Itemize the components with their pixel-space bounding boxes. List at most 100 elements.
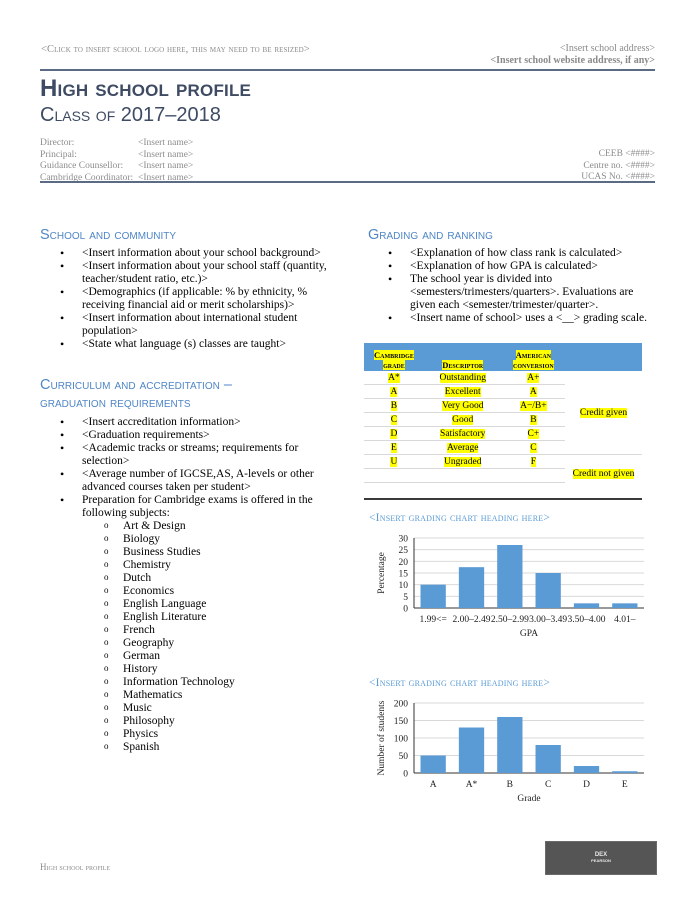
list-item: <Average number of IGCSE,AS, A-levels or…: [40, 468, 340, 494]
subjects-list: Art & Design Biology Business Studies Ch…: [82, 519, 340, 754]
subject-item: Chemistry: [82, 558, 340, 572]
subject-item: History: [82, 662, 340, 676]
cell-american: A+: [501, 371, 566, 385]
table-header-row: Cambridge grade Descriptor American conver…: [364, 343, 642, 371]
x-tick-label: A: [430, 780, 437, 790]
subject-item: French: [82, 623, 340, 637]
y-tick-label: 15: [399, 570, 409, 580]
school-community-section: School and community <Insert information…: [40, 226, 340, 351]
subject-item: Geography: [82, 636, 340, 650]
staff-row-principal: Principal: <Insert name>: [40, 150, 193, 162]
footer-text: High school profile: [40, 862, 111, 872]
staff-name: <Insert name>: [138, 161, 194, 171]
bar: [458, 567, 485, 608]
y-tick-label: 30: [399, 535, 409, 545]
cell-descriptor: Satisfactory: [423, 426, 502, 441]
cell-american: C: [501, 440, 566, 455]
staff-row-director: Director: <Insert name>: [40, 138, 193, 150]
y-tick-label: 25: [399, 546, 409, 556]
staff-name: <Insert name>: [138, 172, 194, 183]
cell-descriptor: Outstanding: [423, 371, 502, 385]
list-item: <Insert accreditation information>: [40, 416, 340, 429]
grade-conversion-table: Cambridge grade Descriptor American conver…: [364, 343, 642, 483]
y-tick-label: 0: [403, 605, 408, 615]
x-tick-label: E: [622, 780, 628, 790]
list-item: <Academic tracks or streams; requirement…: [40, 442, 340, 468]
x-tick-label: 4.01–: [614, 615, 636, 625]
bar: [497, 545, 523, 608]
cell-descriptor: Ungraded: [423, 454, 502, 469]
table-row-empty: [364, 468, 642, 483]
table-row: D Satisfactory C+: [364, 426, 642, 441]
header-credit: [565, 343, 642, 371]
staff-name: <Insert name>: [138, 149, 194, 160]
bar: [612, 603, 638, 608]
subject-item: Business Studies: [82, 545, 340, 559]
chart-heading-gpa: <Insert grading chart heading here>: [369, 512, 550, 524]
staff-label: Principal:: [40, 149, 77, 160]
list-item: <Graduation requirements>: [40, 429, 340, 442]
x-tick-label: D: [583, 780, 590, 790]
bar: [458, 727, 485, 773]
heading-line: Curriculum and accreditation –: [40, 377, 232, 393]
subject-item: Dutch: [82, 571, 340, 585]
subject-item: Spanish: [82, 740, 340, 754]
section-heading: Curriculum and accreditation – graduatio…: [40, 376, 340, 412]
list-item: <Insert information about your school ba…: [40, 247, 340, 260]
y-tick-label: 10: [399, 581, 409, 591]
subject-item: Biology: [82, 532, 340, 546]
cell-grade: A*: [364, 371, 424, 385]
cell-credit-not-given: Credit not given: [572, 468, 635, 479]
bar: [497, 717, 523, 773]
subject-item: English Literature: [82, 610, 340, 624]
cell-empty: [501, 468, 566, 483]
x-tick-label: 2.00–2.49: [453, 615, 491, 625]
cell-american: A−/B+: [501, 398, 566, 413]
staff-label: Cambridge Coordinator:: [40, 172, 134, 183]
cell-american: C+: [501, 426, 566, 441]
page-subtitle: Class of 2017–2018: [40, 104, 221, 126]
subject-item: Art & Design: [82, 519, 340, 533]
table-row: C Good B: [364, 412, 642, 427]
ceeb-code: CEEB <####>: [598, 149, 655, 159]
cell-empty: [364, 468, 424, 483]
cell-american: F: [501, 454, 566, 469]
y-axis-label: Number of students: [376, 700, 387, 775]
school-community-list: <Insert information about your school ba…: [40, 247, 340, 351]
bar: [420, 755, 446, 773]
logo-placeholder[interactable]: <Click to insert school logo here, this …: [41, 44, 310, 55]
staff-row-coordinator: Cambridge Coordinator: <Insert name>: [40, 173, 193, 185]
cell-grade: D: [364, 426, 424, 441]
x-tick-label: A*: [466, 780, 478, 790]
header-divider: [40, 69, 655, 71]
table-row: E Average C: [364, 440, 642, 455]
school-contact: <Insert school address> <Insert school w…: [490, 43, 655, 67]
y-tick-label: 0: [403, 770, 408, 780]
gpa-bar-chart: 0 5 10 15 20 25 30 1.99<= 2.00–2.49 2.50–2.99 3.00…: [364, 530, 664, 640]
staff-row-counsellor: Guidance Counsellor: <Insert name>: [40, 161, 193, 173]
list-item: <Explanation of how GPA is calculated>: [368, 260, 658, 273]
list-item: <State what language (s) classes are tau…: [40, 338, 340, 351]
y-tick-label: 200: [394, 700, 409, 710]
staff-name: <Insert name>: [138, 138, 194, 148]
x-tick-label: B: [507, 780, 513, 790]
table-row: U Ungraded F Credit not given: [364, 454, 642, 479]
grade-chart-svg: 0 50 100 150 200 A A* B C D E Grade Number of studen…: [376, 700, 644, 804]
cell-american: B: [501, 412, 566, 427]
logo-text: DEX PEARSON: [591, 852, 611, 863]
cell-descriptor: Excellent: [423, 384, 502, 399]
x-axis-label: Grade: [517, 794, 540, 804]
y-tick-label: 50: [399, 752, 409, 762]
staff-list: Director: <Insert name> Principal: <Insert…: [40, 138, 193, 184]
centre-number: Centre no. <####>: [583, 160, 655, 171]
bar: [612, 771, 638, 773]
y-tick-label: 20: [399, 558, 409, 568]
subject-item: Physics: [82, 727, 340, 741]
x-tick-label: 2.50–2.99: [491, 615, 529, 625]
page-title: High school profile: [40, 75, 252, 102]
table-bottom-rule: [364, 498, 642, 500]
cell-credit-given: Credit given: [565, 371, 642, 455]
grading-section: Grading and ranking <Explanation of how …: [368, 226, 658, 325]
heading-line: graduation requirements: [40, 395, 191, 411]
